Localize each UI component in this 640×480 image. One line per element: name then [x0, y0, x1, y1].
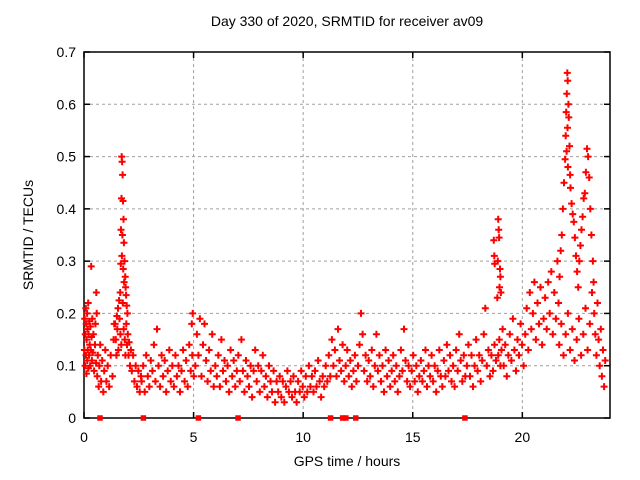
- y-tick-label: 0.3: [57, 253, 77, 269]
- x-tick-label: 0: [80, 429, 88, 445]
- square-marker-zero-flags: [235, 415, 241, 421]
- square-marker-zero-flags: [339, 415, 346, 421]
- square-marker-zero-flags: [353, 415, 359, 421]
- x-axis-label: GPS time / hours: [293, 453, 401, 469]
- square-marker-zero-flags: [97, 415, 103, 421]
- scatter-series-srmtid: [80, 69, 609, 406]
- x-tick-label: 15: [405, 429, 421, 445]
- y-tick-label: 0.5: [57, 149, 77, 165]
- square-marker-zero-flags: [343, 415, 349, 421]
- x-tick-label: 20: [515, 429, 531, 445]
- y-tick-label: 0.7: [57, 44, 77, 60]
- y-tick-label: 0: [68, 410, 76, 426]
- y-tick-label: 0.1: [57, 358, 77, 374]
- x-tick-label: 10: [295, 429, 311, 445]
- x-tick-label: 5: [190, 429, 198, 445]
- y-tick-label: 0.6: [57, 96, 77, 112]
- chart-title: Day 330 of 2020, SRMTID for receiver av0…: [210, 13, 484, 29]
- square-marker-zero-flags: [462, 415, 468, 421]
- y-tick-label: 0.4: [57, 201, 77, 217]
- square-marker-zero-flags: [140, 415, 147, 421]
- y-tick-label: 0.2: [57, 305, 77, 321]
- square-marker-zero-flags: [327, 415, 334, 421]
- square-marker-zero-flags: [195, 415, 202, 421]
- plot-border: [83, 51, 611, 419]
